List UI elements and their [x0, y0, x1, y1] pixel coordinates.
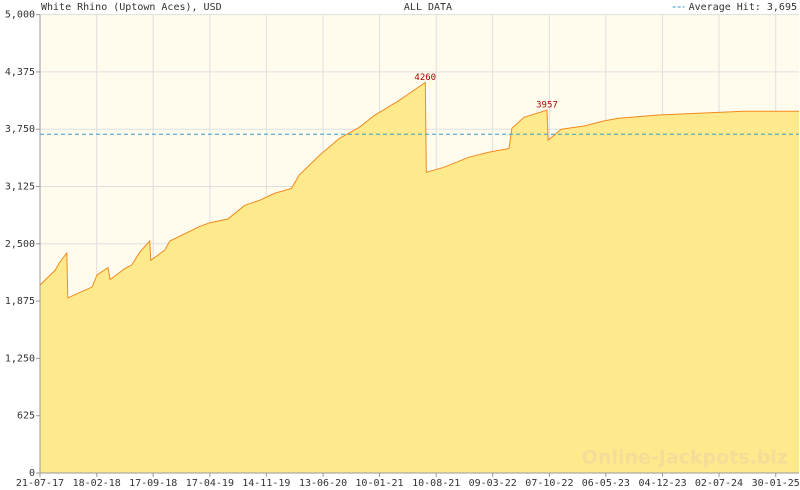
chart-subtitle: ALL DATA: [404, 2, 452, 13]
x-tick-label: 04-12-23: [638, 478, 686, 489]
x-tick-label: 14-11-19: [242, 478, 290, 489]
x-tick-label: 30-01-25: [752, 478, 800, 489]
x-tick-label: 18-02-18: [73, 478, 121, 489]
y-tick-label: 1,875: [5, 296, 35, 307]
peak-label: 4260: [414, 73, 436, 83]
x-tick-label: 21-07-17: [16, 478, 64, 489]
x-tick-label: 10-08-21: [412, 478, 460, 489]
x-tick-label: 10-01-21: [355, 478, 403, 489]
y-tick-label: 625: [17, 411, 35, 422]
area: [40, 82, 799, 474]
chart-title: White Rhino (Uptown Aces), USD: [41, 2, 222, 13]
y-tick-label: 0: [29, 468, 35, 479]
watermark: Online-Jackpots.biz: [582, 447, 788, 469]
x-tick-label: 09-03-22: [469, 478, 517, 489]
y-tick-label: 4,375: [5, 67, 35, 78]
x-tick-label: 02-07-24: [695, 478, 743, 489]
peak-label: 3957: [536, 101, 558, 111]
x-tick-label: 17-09-18: [129, 478, 177, 489]
y-tick-label: 1,250: [5, 353, 35, 364]
y-tick-label: 5,000: [5, 10, 35, 21]
average-legend: Average Hit: 3,695: [689, 2, 797, 13]
x-tick-label: 06-05-23: [582, 478, 630, 489]
x-tick-label: 07-10-22: [525, 478, 573, 489]
y-tick-label: 2,500: [5, 239, 35, 250]
y-tick-label: 3,750: [5, 124, 35, 135]
y-tick-label: 3,125: [5, 182, 35, 193]
x-tick-label: 13-06-20: [299, 478, 347, 489]
line: [39, 81, 799, 299]
x-tick-label: 17-04-19: [186, 478, 234, 489]
